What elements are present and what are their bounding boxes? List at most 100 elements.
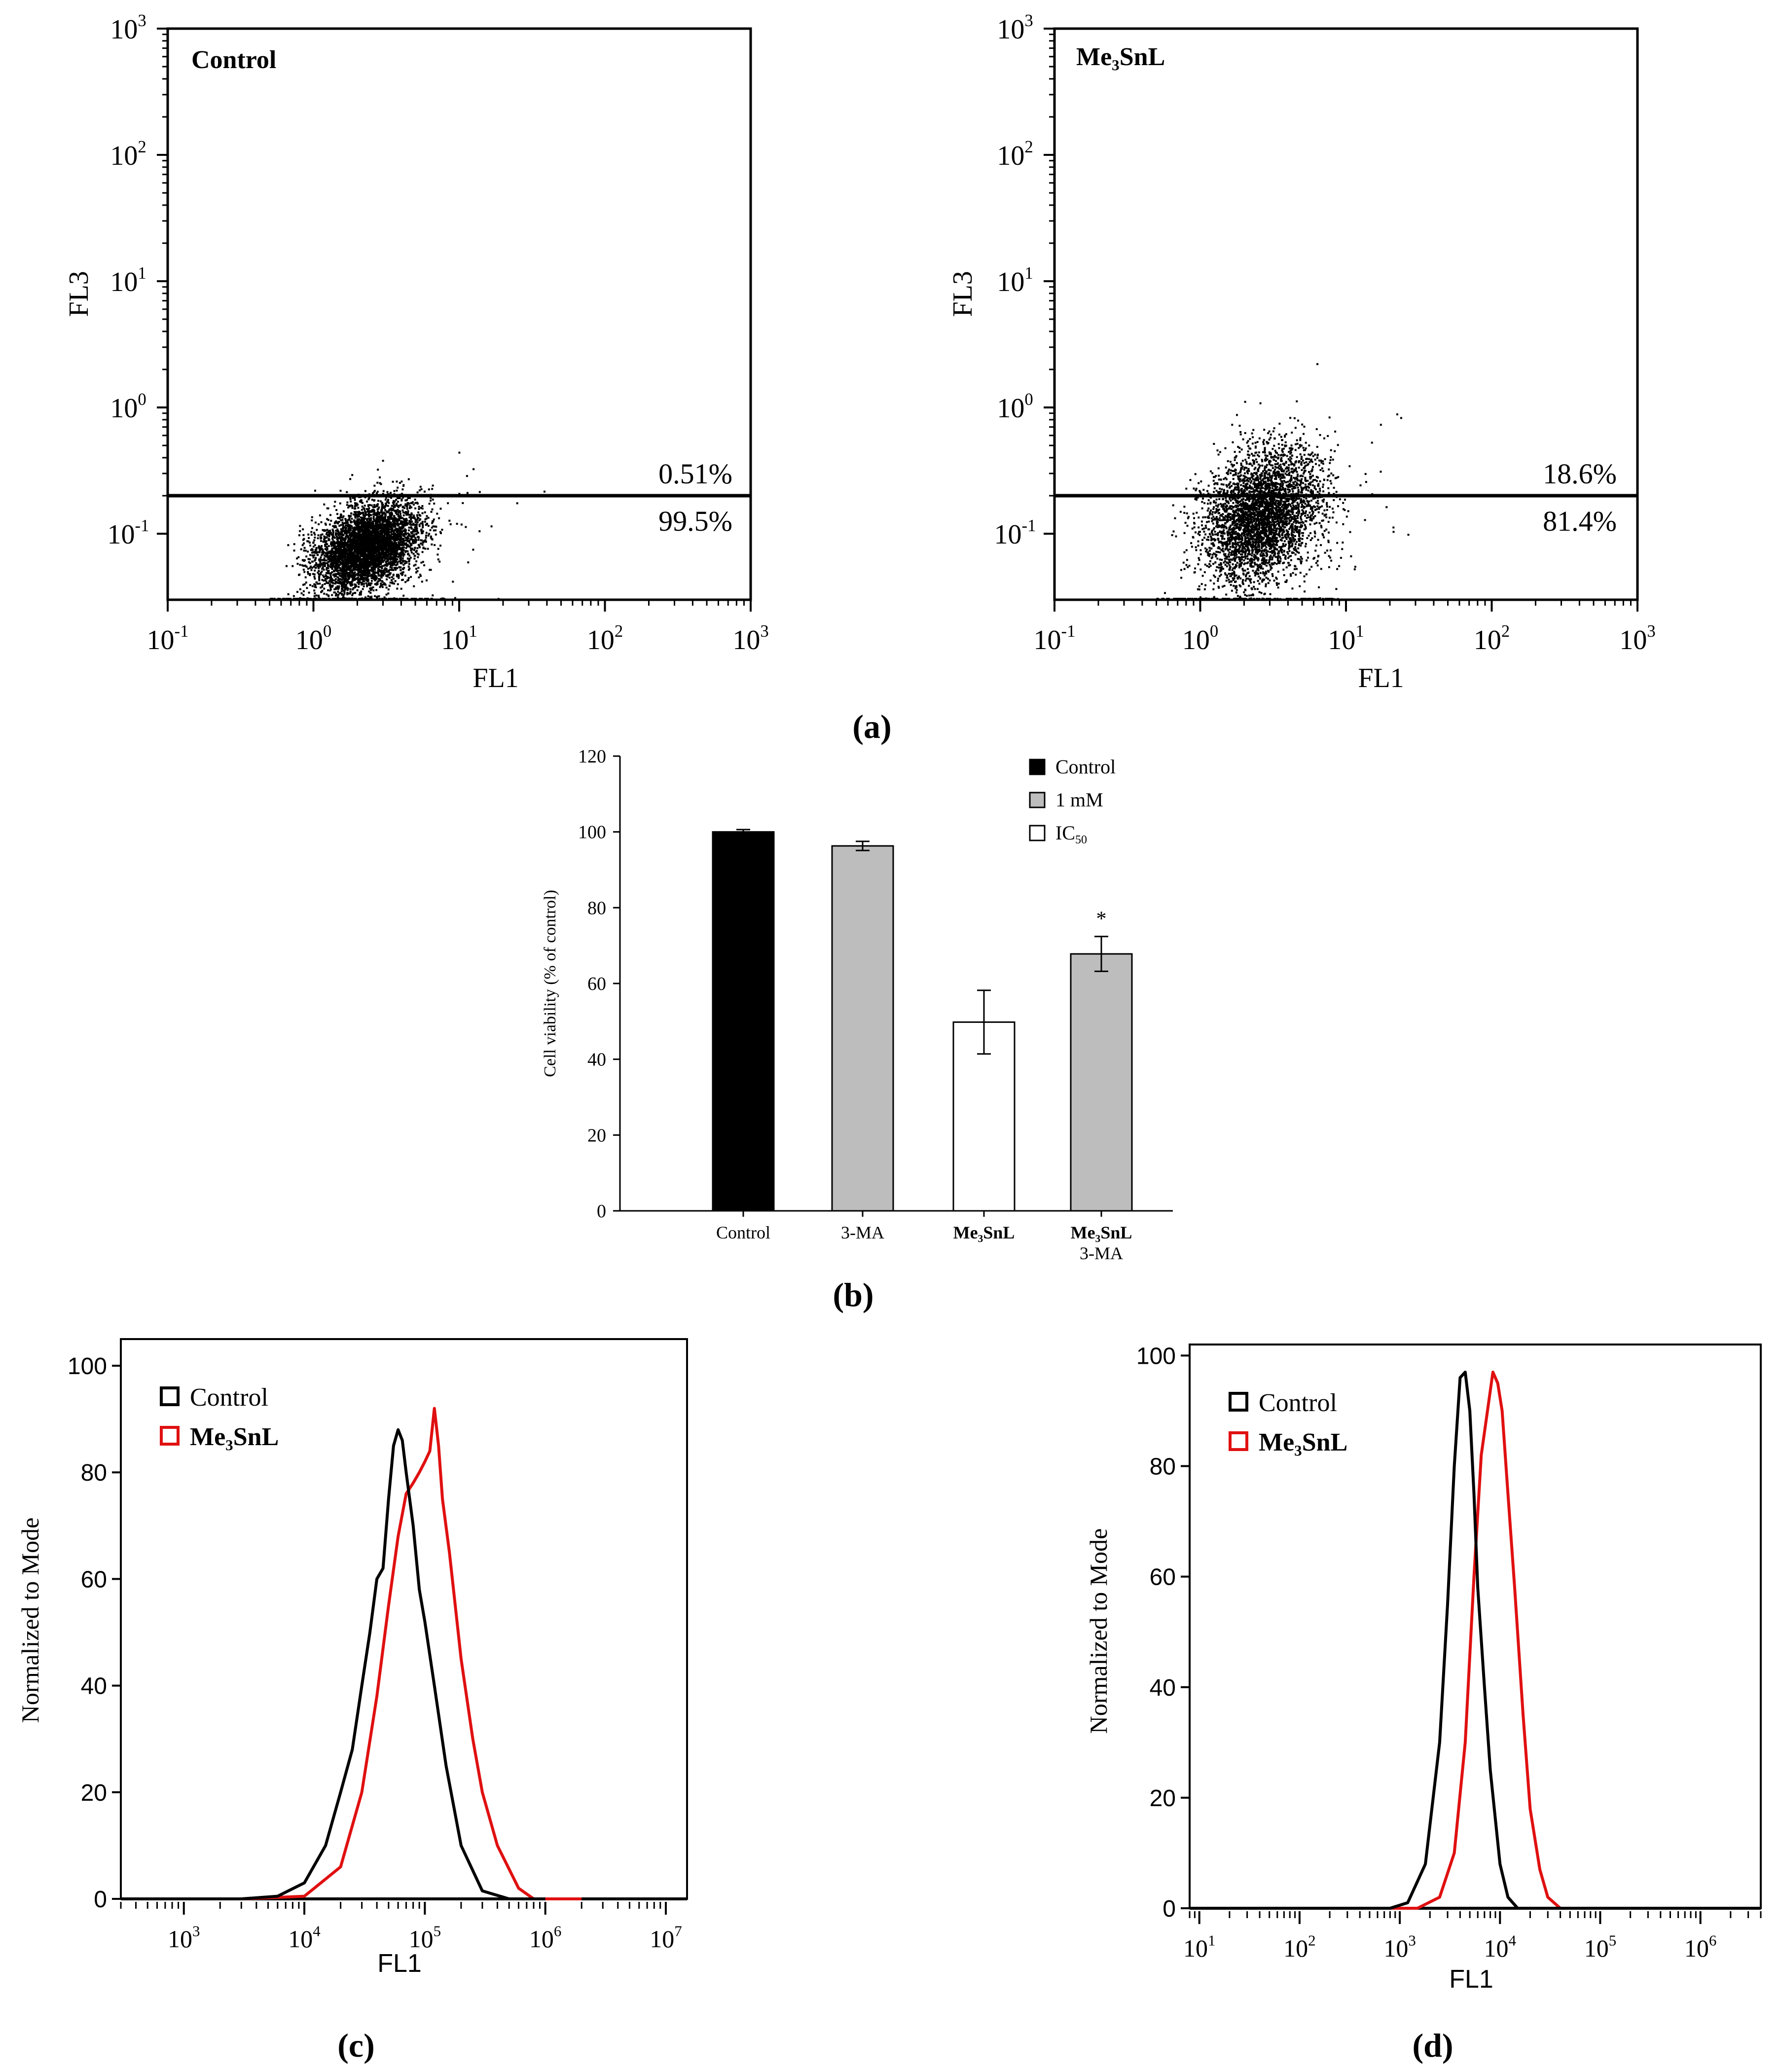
gate-lower-percent: 81.4% (1543, 505, 1617, 537)
x-tick-label: 104 (288, 1923, 321, 1953)
x-tick-label: 103 (1619, 621, 1655, 655)
x-tick-label: 100 (1182, 621, 1218, 655)
x-tick-label: 102 (587, 621, 623, 655)
significance-marker: * (1096, 908, 1107, 931)
y-tick-label: 60 (81, 1566, 107, 1593)
x-axis-ticks: 103 104 105 106 107 (120, 1902, 682, 1953)
histogram-curve-control (241, 1428, 545, 1900)
bar (831, 845, 894, 1212)
y-tick-label: 80 (587, 898, 606, 918)
legend-swatch (1229, 1431, 1248, 1451)
x-axis-label: FL1 (1449, 1965, 1493, 1994)
y-tick-label: 0 (94, 1887, 107, 1913)
y-tick-label: 100 (997, 390, 1033, 424)
plot-title: Me₃SnL (1076, 43, 1165, 71)
x-axis-label: FL1 (1358, 663, 1404, 693)
gate-lower-percent: 99.5% (658, 505, 732, 537)
y-axis-label: Cell viability (% of control) (541, 890, 559, 1077)
scatter-plot-control: 10-1 100 101 102 103 10-1 100 101 102 103 Contro… (64, 11, 769, 693)
histogram-curve-control (1199, 1371, 1761, 1910)
legend-swatch (1229, 1392, 1248, 1412)
legend: Control Me₃SnL (1229, 1389, 1347, 1456)
x-tick-label: 103 (732, 621, 768, 655)
x-axis-ticks: 10-1 100 101 102 103 (147, 600, 769, 655)
legend-label: Control (1055, 756, 1116, 778)
x-category-label: 3-MA (841, 1223, 884, 1242)
y-tick-label: 60 (587, 974, 606, 994)
legend-swatch (1029, 792, 1046, 808)
x-category-label: Control (716, 1223, 770, 1242)
legend-label: 1 mM (1055, 789, 1103, 811)
scatter-point-cloud (269, 451, 545, 600)
panel-label-d: (d) (1412, 2027, 1453, 2064)
legend: Control Me₃SnL (160, 1383, 279, 1451)
bar (1070, 953, 1133, 1212)
histogram-c: 103 104 105 106 107 0 20 40 60 80 100 Control Me₃S… (16, 1338, 688, 1978)
y-tick-label: 20 (81, 1780, 107, 1806)
y-tick-label: 60 (1150, 1564, 1176, 1591)
y-tick-label: 0 (597, 1201, 606, 1222)
y-tick-label: 20 (1150, 1785, 1176, 1812)
legend-label: IC50 (1055, 822, 1087, 846)
y-axis-label: Normalized to Mode (1085, 1528, 1112, 1734)
x-axis-ticks: 101 102 103 104 105 106 (1183, 1911, 1762, 1963)
y-tick-label: 100 (110, 390, 146, 424)
y-tick-label: 80 (81, 1460, 107, 1486)
y-tick-label: 101 (997, 263, 1033, 297)
y-axis-label: FL3 (947, 271, 978, 317)
panel-label-c: (c) (337, 2027, 374, 2064)
y-tick-label: 102 (110, 137, 146, 171)
y-tick-label: 40 (81, 1673, 107, 1700)
y-tick-label: 20 (587, 1125, 606, 1146)
x-tick-label: 102 (1283, 1932, 1316, 1963)
x-tick-label: 107 (650, 1923, 682, 1953)
y-tick-label: 40 (587, 1050, 606, 1070)
x-axis-label: FL1 (377, 1949, 422, 1978)
y-tick-label: 100 (1136, 1343, 1176, 1369)
legend-label: Me₃SnL (190, 1423, 279, 1451)
y-tick-label: 80 (1150, 1454, 1176, 1480)
x-tick-label: 101 (1183, 1932, 1216, 1963)
y-tick-label: 10-1 (108, 516, 149, 550)
histogram-curve-me3snl (241, 1407, 582, 1900)
x-tick-label: 102 (1474, 621, 1510, 655)
y-axis-ticks: 0 20 40 60 80 100 (1136, 1343, 1190, 1922)
x-tick-label: 10-1 (1034, 621, 1076, 655)
y-tick-label: 120 (578, 746, 606, 767)
histogram-d: 101 102 103 104 105 106 0 20 40 60 80 100 Control M… (1085, 1343, 1762, 1994)
x-tick-label: 105 (409, 1923, 441, 1953)
legend-swatch (160, 1426, 180, 1446)
legend-swatch (160, 1386, 180, 1406)
bars: * (712, 829, 1133, 1212)
x-axis-ticks: 10-1 100 101 102 103 (1034, 600, 1656, 655)
x-tick-label: 106 (1684, 1932, 1717, 1963)
scatter-point-cloud (1156, 363, 1410, 600)
y-axis-ticks: 0 20 40 60 80 100 120 (578, 746, 620, 1222)
legend-label: Control (190, 1383, 268, 1412)
x-tick-label: 103 (1383, 1932, 1416, 1963)
histogram-curves (121, 1407, 687, 1900)
y-tick-label: 100 (68, 1353, 107, 1380)
y-tick-label: 101 (110, 263, 146, 297)
legend: Control 1 mM IC50 (1029, 756, 1116, 846)
bar (712, 831, 775, 1212)
y-axis-ticks: 10-1 100 101 102 103 (994, 11, 1054, 550)
x-tick-label: 106 (529, 1923, 562, 1953)
x-tick-label: 101 (441, 621, 477, 655)
y-tick-label: 40 (1150, 1675, 1176, 1701)
x-tick-label: 103 (168, 1923, 200, 1953)
legend-swatch (1029, 759, 1046, 775)
gate-upper-percent: 18.6% (1543, 458, 1617, 490)
x-tick-label: 101 (1328, 621, 1364, 655)
legend-label: Me₃SnL (1259, 1428, 1347, 1456)
y-axis-label: Normalized to Mode (16, 1518, 44, 1723)
x-tick-label: 10-1 (147, 621, 189, 655)
y-axis-label: FL3 (64, 271, 94, 317)
gate-upper-percent: 0.51% (658, 458, 732, 490)
x-tick-label: 105 (1584, 1932, 1617, 1963)
histogram-curves (1190, 1371, 1761, 1910)
histogram-curve-me3snl (1199, 1371, 1761, 1910)
